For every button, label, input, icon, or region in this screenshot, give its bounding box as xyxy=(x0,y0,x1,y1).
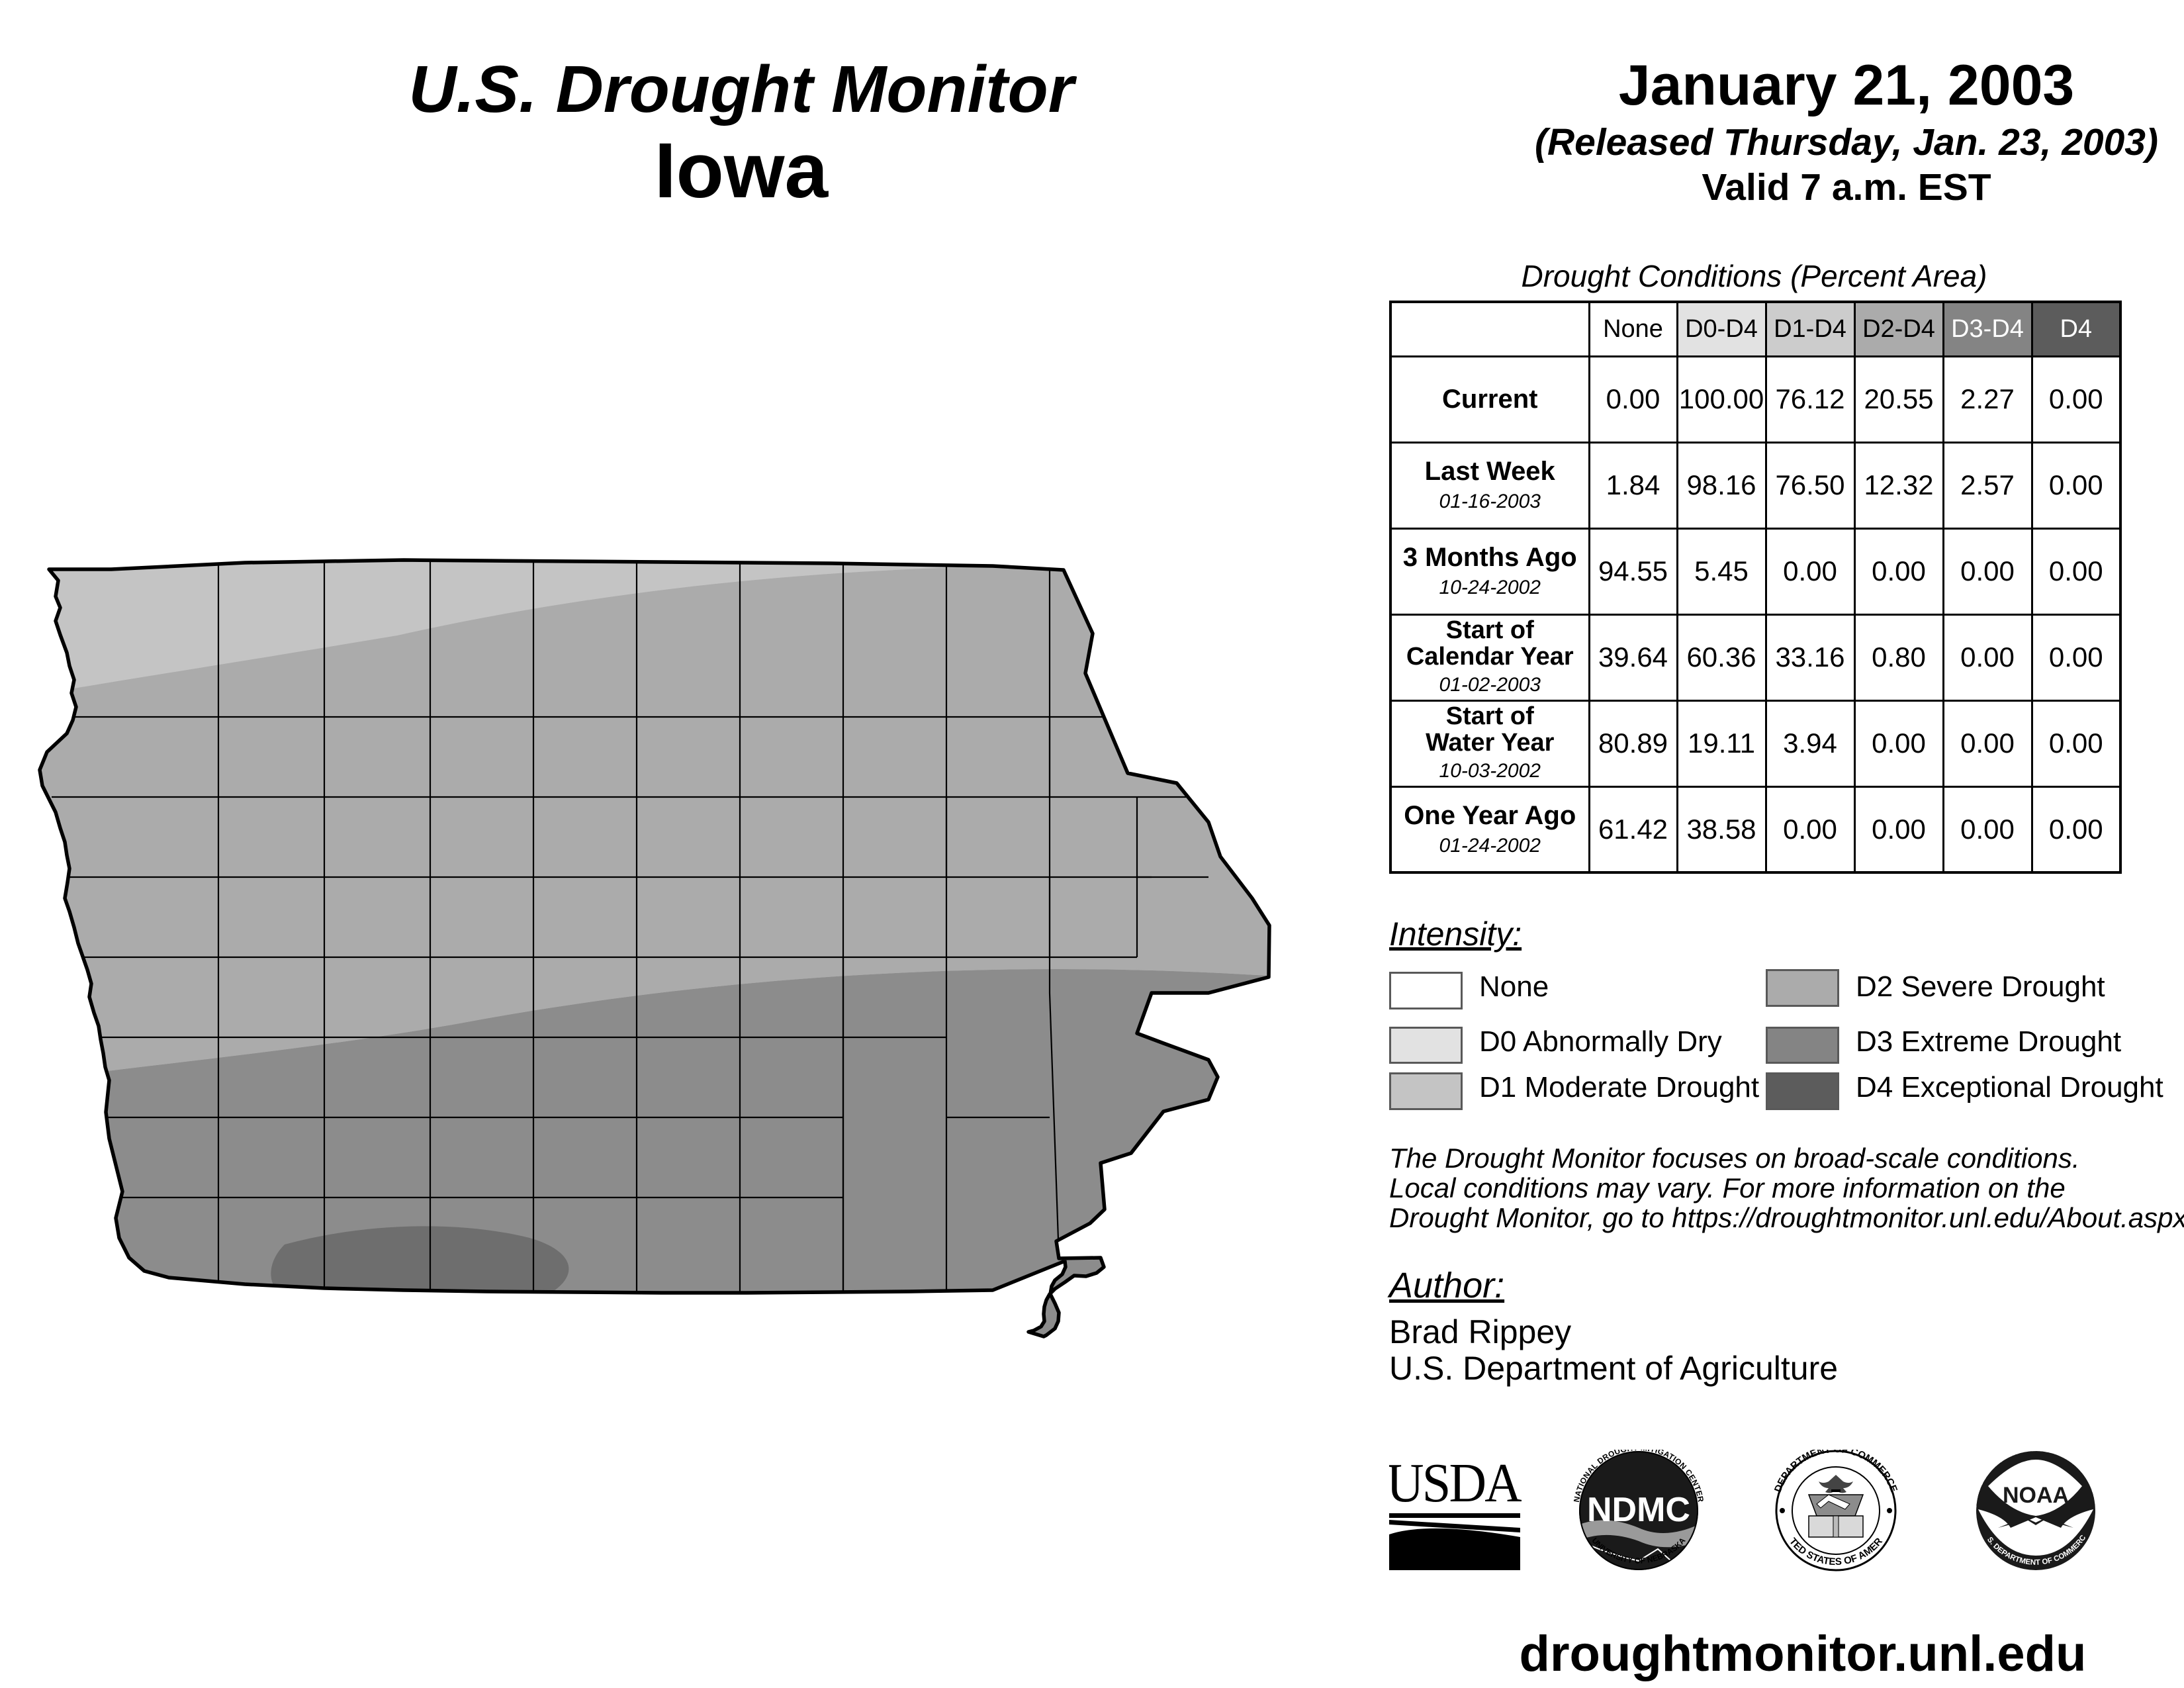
svg-text:NOAA: NOAA xyxy=(2003,1483,2069,1508)
svg-text:USDA: USDA xyxy=(1389,1452,1522,1514)
svg-text:NDMC: NDMC xyxy=(1587,1491,1690,1529)
